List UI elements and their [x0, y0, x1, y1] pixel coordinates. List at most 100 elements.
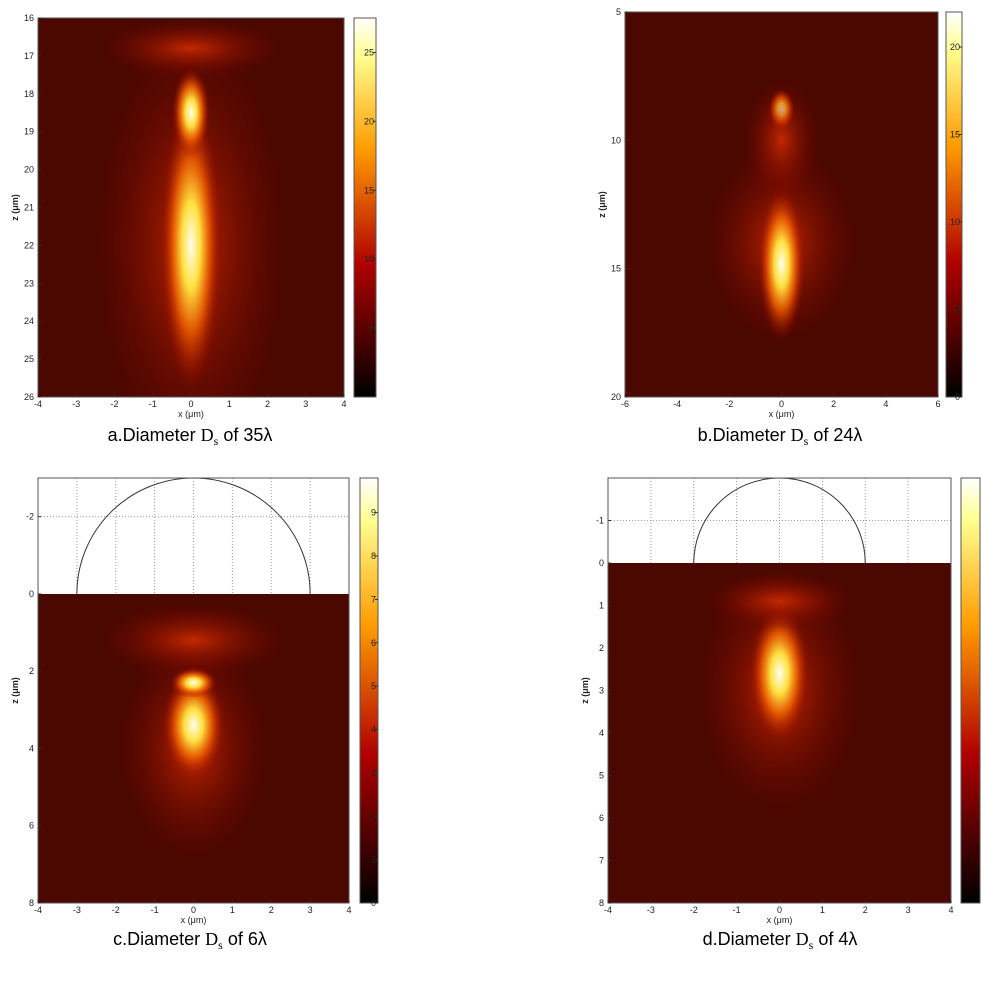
x-tick-label: 0	[777, 905, 782, 915]
x-tick-label: -4	[673, 399, 681, 409]
colorbar-tick-label: 20	[950, 42, 960, 52]
intensity-region	[702, 571, 857, 631]
y-axis-label: z (μm)	[580, 677, 590, 704]
caption: d.Diameter Ds of 4λ	[703, 929, 858, 952]
colorbar-tick-label: 6	[371, 638, 376, 648]
y-tick-label: -1	[596, 516, 604, 526]
colorbar-tick-label: 1	[371, 855, 376, 865]
colorbar-tick-label: 7	[371, 594, 376, 604]
x-tick-label: 2	[831, 399, 836, 409]
x-tick-label: 3	[308, 905, 313, 915]
x-tick-label: 0	[779, 399, 784, 409]
caption-part: of 24λ	[808, 425, 862, 445]
x-tick-label: 1	[227, 399, 232, 409]
y-tick-label: 6	[29, 821, 34, 831]
x-tick-label: 4	[883, 399, 888, 409]
y-tick-label: 10	[611, 135, 621, 145]
intensity-region	[96, 601, 291, 679]
y-tick-label: 2	[29, 666, 34, 676]
panel: -6 -4 -2 0 2 4 6 5 10 15 20 x (μm) z (μm) 0 5 10 15 20 b.D…	[597, 7, 963, 448]
y-tick-label: 8	[599, 898, 604, 908]
y-tick-label: 22	[24, 240, 34, 250]
y-tick-label: 26	[24, 392, 34, 402]
colorbar-tick-label: 0	[371, 898, 376, 908]
caption: a.Diameter Ds of 35λ	[108, 425, 273, 448]
caption-part: s	[804, 434, 809, 448]
x-tick-label: 3	[303, 399, 308, 409]
colorbar	[353, 17, 377, 398]
x-tick-label: -2	[690, 905, 698, 915]
colorbar-tick-label: 2	[371, 811, 376, 821]
x-tick-label: -2	[112, 905, 120, 915]
x-tick-label: 2	[265, 399, 270, 409]
y-axis-label: z (μm)	[10, 677, 20, 704]
x-axis-label: x (μm)	[178, 409, 204, 419]
colorbar-tick-label: 5	[371, 681, 376, 691]
colorbar-tick-label: 15	[950, 130, 960, 140]
y-tick-label: 25	[24, 354, 34, 364]
caption-part: of 4λ	[813, 929, 857, 949]
intensity-region	[758, 186, 805, 341]
x-tick-label: 1	[230, 905, 235, 915]
x-axis-label: x (μm)	[181, 915, 207, 925]
x-tick-label: 1	[820, 905, 825, 915]
heatmap-field	[38, 478, 349, 903]
caption-part: d.Diameter	[703, 929, 796, 949]
caption-part: c.Diameter	[113, 929, 205, 949]
x-tick-label: 4	[948, 905, 953, 915]
colorbar-tick-label: 10	[364, 254, 374, 264]
x-tick-label: -4	[34, 399, 42, 409]
intensity-region	[95, 18, 287, 79]
caption: b.Diameter Ds of 24λ	[698, 425, 863, 448]
x-tick-label: -1	[151, 905, 159, 915]
colorbar-tick-label: 4	[371, 725, 376, 735]
y-tick-label: 3	[599, 686, 604, 696]
panel: -4 -3 -2 -1 0 1 2 3 4 -2 0 2 4 6 8 x (μm) z (μm) 0 1 2 3 4 5 6 7…	[10, 477, 379, 952]
caption-part: D	[205, 929, 218, 949]
caption-part: a.Diameter	[108, 425, 201, 445]
y-tick-label: 17	[24, 51, 34, 61]
colorbar	[945, 11, 963, 398]
caption-part: D	[796, 929, 809, 949]
x-tick-label: -6	[621, 399, 629, 409]
y-tick-label: -2	[26, 512, 34, 522]
y-tick-label: 7	[599, 856, 604, 866]
y-axis-label: z (μm)	[597, 191, 607, 218]
x-tick-label: -1	[149, 399, 157, 409]
y-tick-label: 18	[24, 89, 34, 99]
x-tick-label: 0	[188, 399, 193, 409]
x-tick-label: 2	[863, 905, 868, 915]
colorbar-tick-label: 8	[371, 551, 376, 561]
colorbar-tick-label: 15	[364, 185, 374, 195]
colorbar-tick-label: 5	[369, 323, 374, 333]
x-tick-label: -3	[73, 905, 81, 915]
x-tick-label: -2	[725, 399, 733, 409]
y-tick-label: 24	[24, 316, 34, 326]
y-tick-label: 1	[599, 601, 604, 611]
y-tick-label: 5	[599, 771, 604, 781]
x-axis-label: x (μm)	[767, 915, 793, 925]
y-tick-label: 0	[599, 558, 604, 568]
x-axis-label: x (μm)	[769, 409, 795, 419]
x-tick-label: -1	[733, 905, 741, 915]
caption-part: of 35λ	[218, 425, 272, 445]
y-tick-label: 4	[599, 728, 604, 738]
panel: -4 -3 -2 -1 0 1 2 3 4 -1 0 1 2 3 4 5 6 7 8 x (μm) z (μm) d.Di…	[580, 477, 981, 952]
intensity-region	[171, 67, 211, 159]
colorbar-tick-label: 3	[371, 768, 376, 778]
y-tick-label: 20	[24, 165, 34, 175]
y-tick-label: 20	[611, 392, 621, 402]
heatmap-field	[625, 12, 938, 397]
colorbar-tick-label: 20	[364, 116, 374, 126]
x-tick-label: -4	[604, 905, 612, 915]
caption-part: D	[791, 425, 804, 445]
x-tick-label: 0	[191, 905, 196, 915]
y-tick-label: 16	[24, 13, 34, 23]
caption: c.Diameter Ds of 6λ	[113, 929, 267, 952]
y-axis-label: z (μm)	[10, 194, 20, 221]
caption-part: s	[218, 938, 223, 952]
x-tick-label: -2	[110, 399, 118, 409]
x-tick-label: 3	[906, 905, 911, 915]
